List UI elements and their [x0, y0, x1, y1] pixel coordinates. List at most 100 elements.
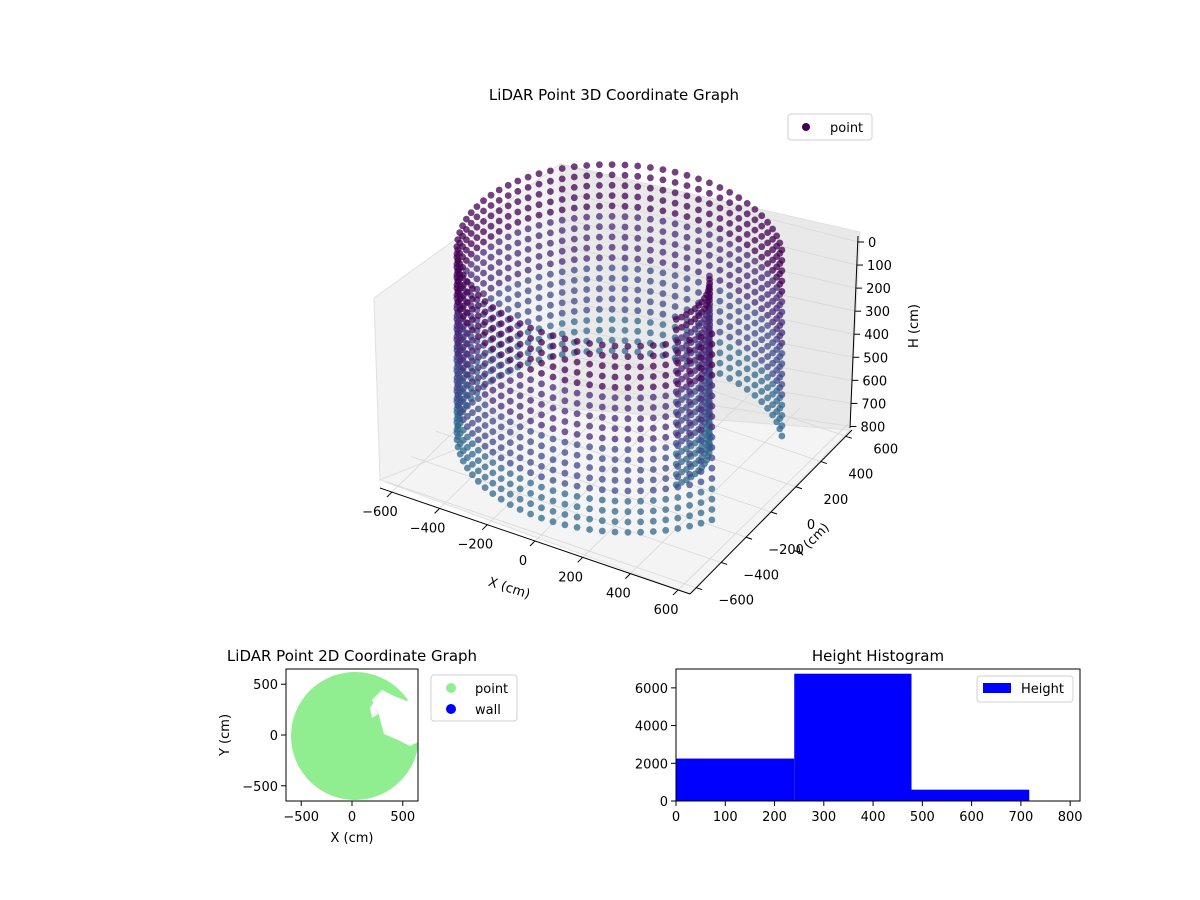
point-3d	[596, 326, 603, 334]
point-3d	[481, 298, 489, 305]
point-3d	[558, 227, 566, 234]
point-3d	[538, 483, 545, 491]
x-tick-label-3d: 0	[519, 554, 527, 569]
point-3d	[697, 478, 705, 486]
point-3d	[516, 371, 524, 379]
point-3d	[751, 278, 759, 286]
point-3d	[683, 192, 691, 200]
point-3d	[561, 459, 569, 467]
point-3d	[489, 376, 497, 384]
point-3d	[624, 446, 632, 454]
point-3d	[547, 281, 554, 288]
point-3d	[751, 361, 759, 368]
point-3d	[708, 382, 716, 389]
y-tick-label-3d: 200	[824, 493, 849, 508]
point-3d	[649, 486, 657, 494]
point-3d	[573, 441, 581, 449]
point-3d	[758, 233, 766, 240]
point-3d	[624, 436, 632, 443]
point-3d	[735, 349, 743, 357]
point-3d	[524, 256, 532, 264]
point-3d	[778, 401, 786, 409]
point-3d	[743, 344, 751, 352]
point-3d	[481, 422, 489, 429]
point-3d	[662, 340, 670, 348]
point-3d	[697, 509, 705, 517]
point-3d	[778, 267, 786, 275]
point-3d	[735, 246, 743, 253]
point-3d	[647, 236, 654, 244]
point-3d	[624, 508, 632, 516]
point-3d	[489, 417, 497, 425]
point-3d	[516, 475, 524, 482]
point-3d	[497, 433, 505, 441]
point-3d	[538, 504, 545, 512]
grid-line-x	[582, 391, 753, 558]
point-3d	[516, 402, 524, 410]
point-3d	[726, 261, 734, 269]
point-3d	[671, 210, 679, 217]
point-3d	[473, 265, 481, 272]
point-3d	[758, 346, 766, 354]
point-3d	[647, 267, 654, 275]
point-3d	[634, 255, 642, 263]
point-3d	[474, 467, 482, 475]
point-3d	[778, 391, 786, 399]
point-3d	[697, 488, 705, 496]
point-3d	[764, 218, 771, 226]
point-3d	[608, 274, 616, 282]
point-3d	[596, 285, 603, 293]
point-3d	[758, 367, 766, 375]
point-3d	[649, 424, 657, 432]
point-3d	[649, 342, 657, 349]
point-3d	[514, 239, 522, 247]
point-3d	[598, 434, 606, 442]
grid-line-x	[630, 407, 801, 574]
point-3d	[659, 207, 667, 215]
chart-2d: LiDAR Point 2D Coordinate Graph −500 0 500…	[218, 647, 518, 846]
point-3d	[621, 213, 629, 221]
point-3d	[573, 400, 581, 407]
point-3d	[549, 477, 557, 484]
point-3d	[538, 463, 545, 470]
point-3d	[647, 277, 654, 285]
point-3d	[495, 197, 503, 204]
point-3d	[659, 259, 667, 266]
point-3d	[706, 210, 713, 218]
point-3d	[678, 334, 685, 342]
point-3d	[769, 225, 776, 233]
point-3d	[506, 408, 514, 415]
point-3d	[649, 352, 657, 360]
point-3d	[621, 275, 629, 283]
point-3d	[561, 407, 569, 415]
point-3d	[686, 491, 693, 499]
point-3d	[764, 384, 771, 391]
point-3d	[514, 270, 522, 278]
point-3d	[662, 371, 670, 379]
point-3d	[586, 371, 593, 378]
legend-3d-marker	[802, 123, 810, 131]
point-3d	[561, 500, 569, 508]
point-3d	[516, 392, 524, 400]
point-3d	[524, 277, 532, 284]
point-3d	[524, 297, 532, 305]
point-3d	[489, 366, 497, 373]
point-3d	[726, 333, 734, 341]
point-3d	[716, 328, 724, 336]
point-3d	[506, 449, 514, 457]
point-3d	[598, 372, 606, 380]
point-3d	[697, 457, 705, 465]
point-3d	[474, 353, 482, 361]
point-3d	[708, 330, 716, 338]
point-3d	[487, 202, 495, 209]
point-3d	[743, 282, 751, 290]
point-3d	[586, 422, 593, 430]
point-3d	[686, 471, 693, 478]
y-tick-3d	[720, 561, 728, 565]
x-tick-label-hist: 300	[811, 810, 836, 825]
point-3d	[671, 220, 679, 228]
point-3d	[469, 368, 476, 375]
point-3d	[514, 218, 522, 226]
point-3d	[506, 325, 514, 333]
point-3d	[624, 374, 632, 381]
